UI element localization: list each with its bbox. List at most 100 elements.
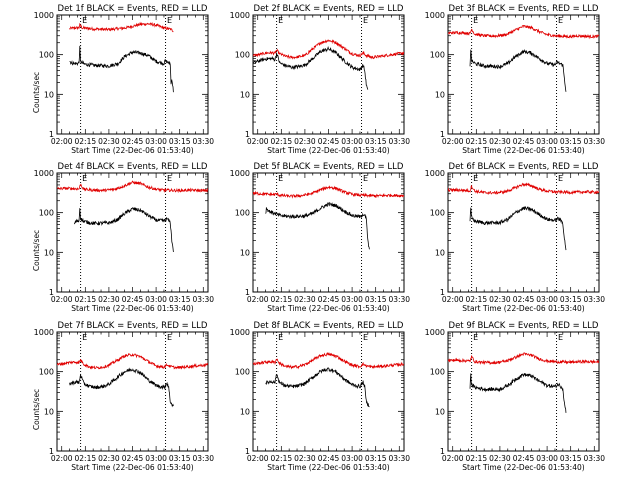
x-tick-label: 02:30 (98, 137, 120, 146)
x-tick-label: 03:15 (365, 137, 387, 146)
y-tick-label: 10 (44, 90, 54, 99)
events-series-line (73, 207, 174, 253)
x-axis-label: Start Time (22-Dec-06 01:53:40) (71, 304, 193, 313)
lld-series-line (448, 182, 599, 196)
events-series-line (69, 45, 174, 93)
x-tick-label: 02:30 (98, 454, 120, 463)
y-tick-label: 10 (435, 407, 445, 416)
panel-det-5: Det 5f BLACK = Events, RED = LLD 1 10 100 10… (230, 162, 411, 313)
x-axis-label: Start Time (22-Dec-06 01:53:40) (462, 463, 584, 472)
lld-series-line (448, 24, 599, 40)
event-marker-label: E (82, 333, 87, 342)
y-tick-label: 1 (245, 447, 250, 456)
x-tick-label: 02:15 (75, 454, 97, 463)
x-tick-label: 02:00 (247, 454, 269, 463)
panel-title: Det 3f BLACK = Events, RED = LLD (449, 4, 599, 14)
y-tick-label: 100 (430, 209, 445, 218)
x-tick-label: 02:00 (247, 137, 269, 146)
panel-det-3: Det 3f BLACK = Events, RED = LLD 1 10 100 10… (425, 4, 606, 155)
panel-title: Det 8f BLACK = Events, RED = LLD (254, 321, 404, 331)
x-tick-label: 03:00 (341, 454, 363, 463)
events-series-line (69, 367, 174, 408)
y-tick-label: 1000 (230, 169, 250, 178)
x-tick-label: 02:45 (122, 454, 144, 463)
y-tick-label: 10 (240, 407, 250, 416)
x-tick-label: 02:30 (489, 454, 511, 463)
y-tick-label: 1000 (425, 328, 445, 337)
y-tick-label: 100 (430, 51, 445, 60)
lld-series-line (57, 352, 208, 370)
x-tick-label: 03:00 (536, 137, 558, 146)
x-axis-label: Start Time (22-Dec-06 01:53:40) (462, 146, 584, 155)
x-tick-label: 03:30 (388, 295, 410, 304)
x-axis-label: Start Time (22-Dec-06 01:53:40) (267, 463, 389, 472)
x-tick-label: 02:15 (75, 137, 97, 146)
x-tick-label: 02:30 (489, 295, 511, 304)
panel-title: Det 5f BLACK = Events, RED = LLD (254, 162, 404, 172)
x-tick-label: 03:00 (341, 295, 363, 304)
events-series-line (469, 49, 567, 92)
x-axis-label: Start Time (22-Dec-06 01:53:40) (267, 304, 389, 313)
event-marker-label: E (558, 16, 563, 25)
y-tick-label: 100 (430, 368, 445, 377)
event-marker-label: E (167, 174, 172, 183)
x-tick-label: 02:45 (122, 137, 144, 146)
event-marker-label: E (473, 16, 478, 25)
y-tick-label: 100 (235, 209, 250, 218)
x-tick-label: 02:15 (75, 295, 97, 304)
x-tick-label: 03:30 (192, 454, 214, 463)
event-marker-label: E (82, 174, 87, 183)
x-tick-label: 03:30 (388, 454, 410, 463)
x-tick-label: 02:00 (442, 454, 464, 463)
y-tick-label: 100 (39, 368, 54, 377)
event-marker-label: E (278, 16, 283, 25)
y-tick-label: 10 (240, 90, 250, 99)
x-tick-label: 02:00 (51, 454, 73, 463)
y-tick-label: 1 (49, 130, 54, 139)
x-tick-label: 02:15 (466, 454, 488, 463)
event-marker-label: E (363, 333, 368, 342)
y-tick-label: 10 (435, 90, 445, 99)
x-tick-label: 03:30 (583, 454, 605, 463)
x-tick-label: 02:15 (271, 295, 293, 304)
x-tick-label: 02:45 (318, 454, 340, 463)
plot-frame (447, 14, 600, 135)
lld-series-line (253, 351, 404, 370)
y-tick-label: 100 (39, 209, 54, 218)
y-tick-label: 1000 (34, 328, 54, 337)
y-tick-label: 100 (235, 368, 250, 377)
y-tick-label: 1 (245, 130, 250, 139)
y-tick-label: 1000 (230, 328, 250, 337)
x-tick-label: 02:15 (466, 137, 488, 146)
x-tick-label: 02:30 (294, 295, 316, 304)
y-tick-label: 10 (44, 407, 54, 416)
x-tick-label: 03:15 (560, 137, 582, 146)
panel-title: Det 1f BLACK = Events, RED = LLD (58, 4, 208, 14)
x-tick-label: 03:30 (583, 295, 605, 304)
x-tick-label: 03:00 (536, 295, 558, 304)
y-tick-label: 1 (440, 130, 445, 139)
x-tick-label: 02:15 (271, 137, 293, 146)
y-tick-label: 1000 (425, 11, 445, 20)
x-tick-label: 03:15 (365, 295, 387, 304)
y-axis-label: Counts/sec (32, 230, 41, 271)
x-tick-label: 02:45 (122, 295, 144, 304)
x-tick-label: 02:45 (318, 137, 340, 146)
x-tick-label: 02:15 (466, 295, 488, 304)
plot-frame (447, 331, 600, 452)
panel-title: Det 6f BLACK = Events, RED = LLD (449, 162, 599, 172)
event-marker-label: E (278, 174, 283, 183)
x-tick-label: 03:30 (192, 295, 214, 304)
x-tick-label: 03:15 (169, 454, 191, 463)
x-axis-label: Start Time (22-Dec-06 01:53:40) (462, 304, 584, 313)
plot-frame (56, 331, 209, 452)
x-tick-label: 03:30 (388, 137, 410, 146)
panel-det-8: Det 8f BLACK = Events, RED = LLD 1 10 100 10… (230, 321, 411, 472)
x-axis-label: Start Time (22-Dec-06 01:53:40) (71, 463, 193, 472)
panel-det-1: Det 1f BLACK = Events, RED = LLD 1 10 100 10… (32, 4, 214, 155)
x-tick-label: 03:15 (560, 295, 582, 304)
y-tick-label: 100 (235, 51, 250, 60)
events-series-line (265, 201, 370, 250)
x-tick-label: 03:00 (341, 137, 363, 146)
